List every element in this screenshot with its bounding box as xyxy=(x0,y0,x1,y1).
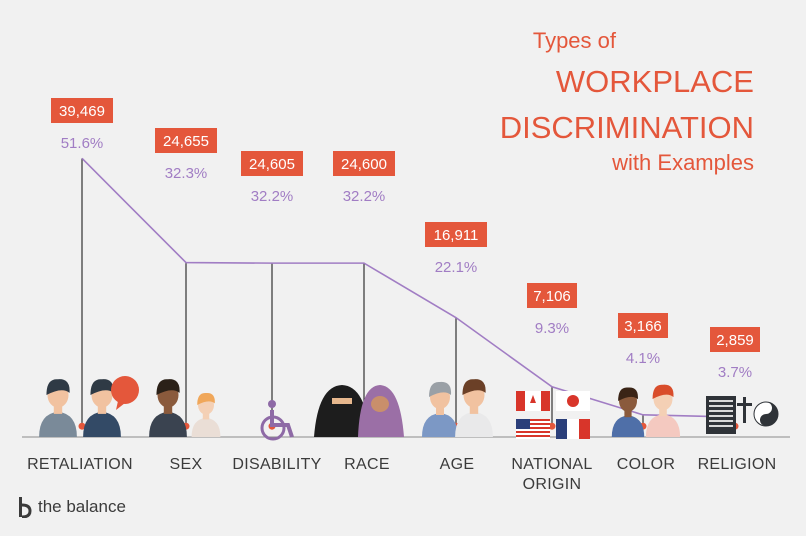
category-label: RELIGION xyxy=(698,456,777,473)
percent-label: 3.7% xyxy=(718,364,752,381)
category-label: RACE xyxy=(344,456,390,473)
man-icon xyxy=(149,379,187,437)
percent-label: 22.1% xyxy=(435,259,478,276)
anger-speech-bubble-icon xyxy=(111,376,139,410)
series-line xyxy=(81,157,736,418)
category-label: NATIONAL xyxy=(511,456,592,473)
value-label: 24,605 xyxy=(249,156,295,173)
value-label-box xyxy=(155,128,217,153)
person-icon xyxy=(83,379,121,437)
value-label-box xyxy=(241,151,303,176)
two-people-arguing-icon xyxy=(39,379,77,437)
woman-icon xyxy=(191,392,221,437)
canada-flag-icon xyxy=(516,391,550,411)
value-label: 39,469 xyxy=(59,103,105,120)
value-label: 2,859 xyxy=(716,332,754,349)
value-label-box xyxy=(51,98,113,123)
niqab-woman-icon xyxy=(314,385,370,437)
title-line-1: Types of xyxy=(532,28,616,53)
yin-yang-icon xyxy=(753,401,779,427)
percent-label: 51.6% xyxy=(61,135,104,152)
usa-flag-icon xyxy=(516,419,550,439)
japan-flag-icon xyxy=(556,391,590,411)
wheelchair-icon xyxy=(260,400,294,441)
france-flag-icon xyxy=(556,419,590,439)
percent-label: 4.1% xyxy=(626,350,660,367)
category-label: DISABILITY xyxy=(232,456,321,473)
balance-logo-icon xyxy=(19,497,32,518)
category-label: AGE xyxy=(440,456,475,473)
data-point-dot xyxy=(548,422,556,430)
value-label-box xyxy=(425,222,487,247)
value-label: 16,911 xyxy=(434,227,479,244)
book-icon xyxy=(706,396,736,434)
percent-label: 32.2% xyxy=(251,188,294,205)
hijab-woman-icon xyxy=(358,385,404,437)
brand-logo: the balance xyxy=(18,496,126,518)
percent-label: 9.3% xyxy=(535,320,569,337)
title-line-4: with Examples xyxy=(612,150,754,175)
value-label-box xyxy=(527,283,577,308)
value-label-box xyxy=(333,151,395,176)
category-label: SEX xyxy=(170,456,203,473)
value-label: 3,166 xyxy=(624,318,662,335)
light-skinned-person-icon xyxy=(645,384,681,437)
illustrations xyxy=(39,376,779,441)
cross-icon xyxy=(737,397,752,423)
older-man-icon xyxy=(422,381,458,437)
percent-label: 32.3% xyxy=(165,165,208,182)
value-label: 7,106 xyxy=(533,288,571,305)
value-label: 24,600 xyxy=(341,156,387,173)
value-label: 24,655 xyxy=(163,133,209,150)
young-man-icon xyxy=(455,379,493,437)
title-line-2: WORKPLACE xyxy=(555,64,754,99)
category-label: ORIGIN xyxy=(523,476,582,493)
value-label-box xyxy=(618,313,668,338)
dark-skinned-person-icon xyxy=(611,387,645,437)
title-line-3: DISCRIMINATION xyxy=(499,110,754,145)
data-point-dot xyxy=(78,422,86,430)
value-label-box xyxy=(710,327,760,352)
category-label: RETALIATION xyxy=(27,456,133,473)
category-label: COLOR xyxy=(617,456,675,473)
brand-name: the balance xyxy=(38,497,126,516)
percent-label: 32.2% xyxy=(343,188,386,205)
